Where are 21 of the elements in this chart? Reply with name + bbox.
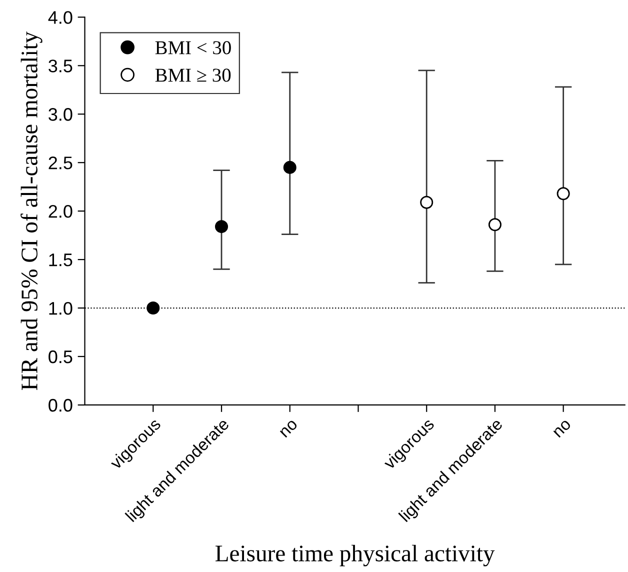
x-axis-title: Leisure time physical activity xyxy=(216,544,495,566)
y-tick-label: 2.0 xyxy=(48,205,72,218)
point xyxy=(215,220,228,234)
point xyxy=(283,160,296,174)
legend-label: BMI < 30 xyxy=(155,41,231,54)
x-tick-label: no xyxy=(553,419,572,438)
point xyxy=(556,187,570,200)
legend-label: BMI ≥ 30 xyxy=(155,68,231,82)
y-tick-label: 1.5 xyxy=(49,254,72,266)
point xyxy=(420,196,434,209)
y-tick-label: 3.5 xyxy=(48,60,72,72)
point xyxy=(146,302,160,315)
x-tick-label: no xyxy=(280,419,298,438)
point xyxy=(488,218,502,232)
y-tick-label: 2.5 xyxy=(48,156,72,170)
y-tick-label: 0.0 xyxy=(48,398,72,412)
y-tick-label: 0.5 xyxy=(48,350,72,364)
y-tick-label: 4.0 xyxy=(48,11,72,24)
y-tick-label: 3.0 xyxy=(48,108,72,121)
y-axis-title: HR and 95% CI of all-cause mortality xyxy=(20,32,42,390)
y-tick-label: 1.0 xyxy=(49,302,72,315)
